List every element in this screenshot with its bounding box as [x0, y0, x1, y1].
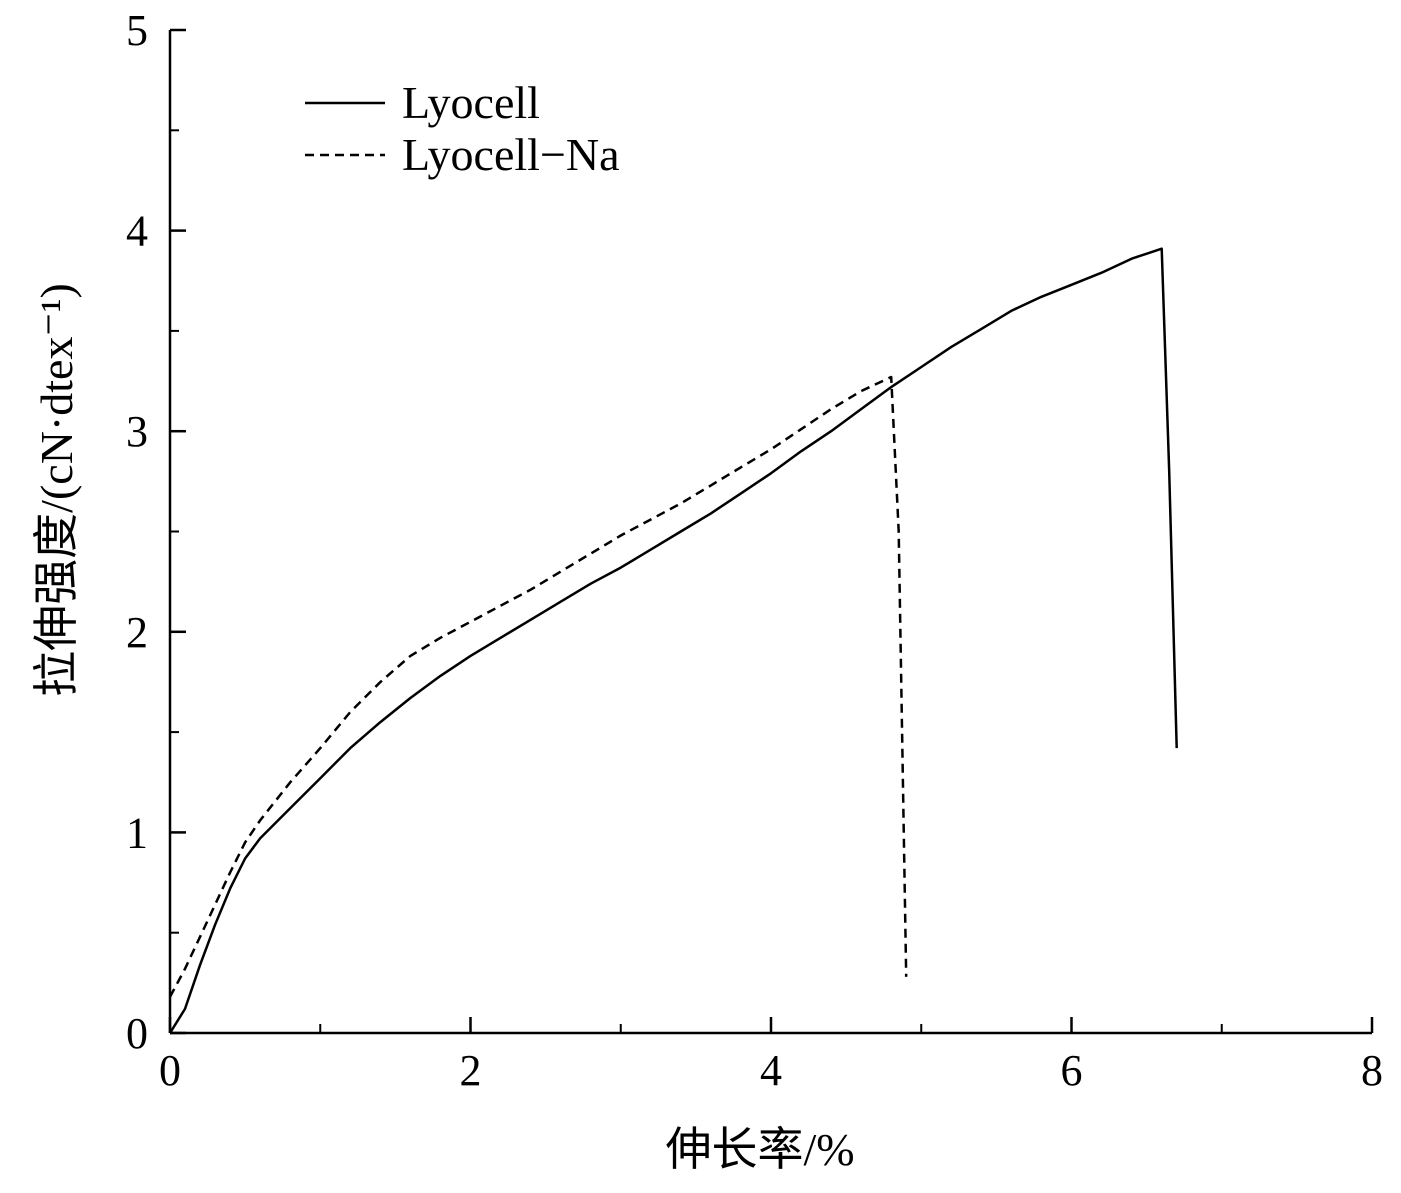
x-tick-label: 2	[460, 1046, 482, 1095]
y-tick-label: 4	[126, 207, 148, 256]
y-tick-label: 2	[126, 608, 148, 657]
y-tick-label: 1	[126, 808, 148, 857]
series-line-lyocell-na	[168, 375, 908, 998]
x-tick-label: 8	[1361, 1046, 1383, 1095]
x-tick-label: 0	[159, 1046, 181, 1095]
y-tick-label: 5	[126, 6, 148, 55]
series	[168, 247, 1178, 1034]
x-axis-title: 伸长率/%	[665, 1124, 854, 1175]
ticks: 0 2 4 6 8 0 1 2 3 4 5	[126, 6, 1383, 1095]
y-tick-label: 0	[126, 1009, 148, 1058]
series-line-lyocell	[168, 247, 1178, 1034]
axes	[168, 30, 1372, 1035]
legend-label-lyocell-na: Lyocell−Na	[402, 129, 620, 180]
y-tick-label: 3	[126, 407, 148, 456]
x-tick-label: 4	[760, 1046, 782, 1095]
x-tick-label: 6	[1061, 1046, 1083, 1095]
y-axis-title: 拉伸强度/(cN·dtex⁻¹)	[31, 283, 82, 697]
legend-label-lyocell: Lyocell	[402, 77, 540, 128]
